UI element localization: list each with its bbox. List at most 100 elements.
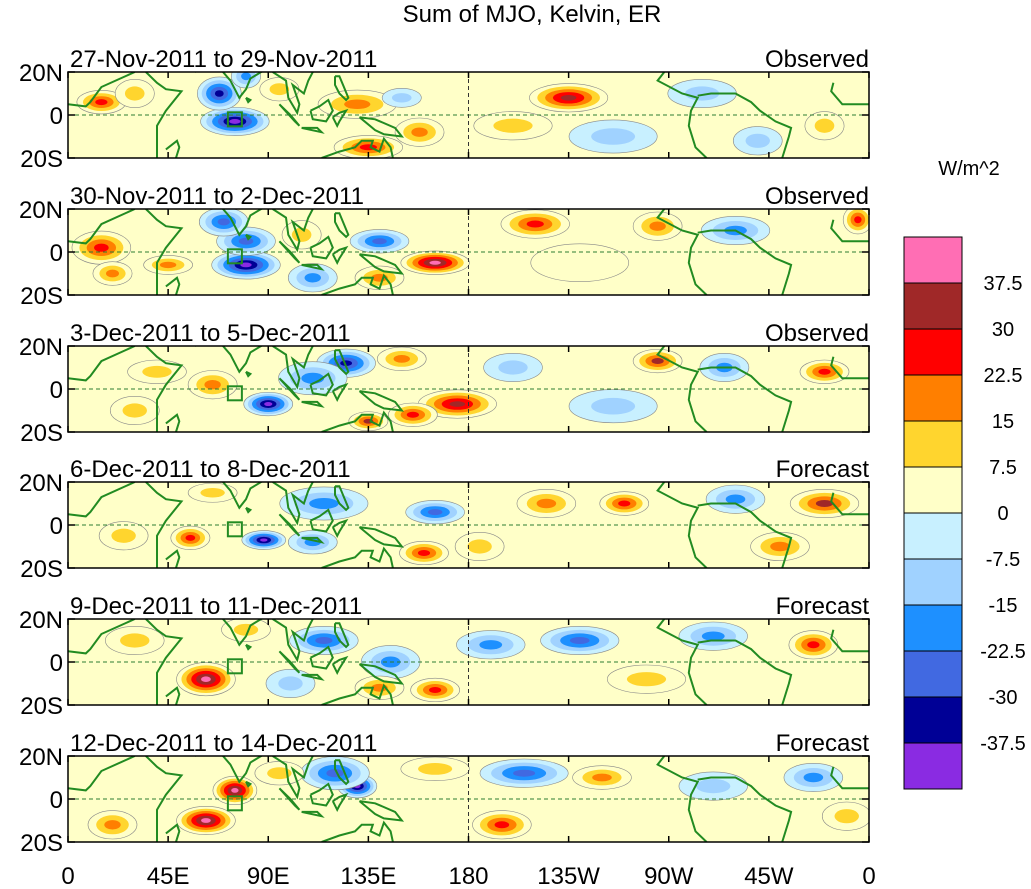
contour-outline [287,263,338,293]
coastline [321,273,394,295]
coastline [309,372,334,397]
coastline [68,72,136,108]
coastline [830,629,869,653]
contour-outline [678,771,748,801]
y-tick-label: 20S [20,283,63,310]
panel-kind-label: Forecast [776,456,870,483]
coastline [68,619,136,655]
coastline [145,346,184,432]
y-tick-label: 0 [50,513,63,540]
anomaly-contour [406,411,419,418]
x-axis: 0 45E 90E 135E 180 135W 90W 45W 0 [61,863,875,889]
coastline [656,619,708,705]
anomaly-contour [429,260,441,265]
anomaly-contour [770,541,790,552]
contour-outline [333,135,403,158]
anomaly-contour [122,403,147,418]
contour-outline [456,630,526,660]
contour-outline [381,88,422,108]
coastline [301,536,325,544]
x-tick-label: 180 [448,863,488,889]
contour-outline [265,668,316,698]
contour-outline [472,810,532,840]
coastline [321,410,394,432]
panel-period-label: 12-Dec-2011 to 14-Dec-2011 [70,730,377,757]
anomaly-contour [411,127,428,137]
y-tick-label: 0 [50,240,63,267]
chart-title: Sum of MJO, Kelvin, ER [403,1,662,28]
map-panel: 20N 0 20S 3-Dec-2011 to 5-Dec-2011 Observed [19,320,870,447]
coastline [830,766,869,790]
contour-outline [399,540,449,566]
coastline [331,655,349,676]
index-box [226,385,243,402]
coastline [309,645,334,670]
contour-outline [678,621,748,651]
coastline [830,219,869,243]
coastline [656,209,708,295]
contour-outline [388,402,438,427]
anomaly-contour [417,549,431,556]
anomaly-contour [309,498,339,509]
coastline [331,382,349,403]
coastline [301,673,325,681]
anomaly-contour [120,633,150,648]
coastline [358,390,405,412]
y-tick-label: 20N [19,197,63,224]
colorbar-units: W/m^2 [938,158,1000,180]
coastline [278,103,301,127]
contour-outline [606,664,686,694]
anomaly-contour [649,221,666,231]
coastline [245,370,253,378]
anomaly-contour [526,220,544,228]
coastline [272,756,314,800]
contour-outline [529,83,609,113]
panel-period-label: 9-Dec-2011 to 11-Dec-2011 [70,593,362,620]
coastline [165,413,181,432]
anomaly-contour [592,773,612,782]
coastline [697,92,793,158]
anomaly-contour [591,397,636,415]
anomaly-contour [701,631,725,641]
y-tick-label: 20N [19,334,63,361]
panel-kind-label: Forecast [776,593,870,620]
anomaly-contour [494,821,510,829]
anomaly-contour [201,818,211,823]
colorbar: W/m^2 37.5 30 22.5 15 7.5 0 -7.5 -15 -22.5 -30 -37… [903,158,1026,790]
anomaly-contour [124,86,145,101]
contour-outline [700,216,771,246]
y-tick-label: 20S [20,556,63,583]
anomaly-contour [513,769,536,777]
colorbar-swatch [903,558,963,606]
anomaly-contour [854,216,862,224]
colorbar-level-label: 22.5 [984,365,1023,387]
anomaly-contour [111,528,136,543]
coastline [358,253,405,275]
contour-outline [410,677,460,703]
y-tick-label: 20N [19,60,63,87]
contour-outline [632,211,683,241]
contour-outline [783,762,844,792]
contour-outline [197,76,242,111]
coastline [278,377,301,401]
panel-kind-label: Observed [765,46,869,73]
anomaly-contour [479,640,503,650]
contour-outline [279,486,369,521]
anomaly-contour [304,273,321,283]
anomaly-contour [229,119,241,124]
y-tick-label: 0 [50,787,63,814]
coastline [334,75,350,102]
contour-outline [281,220,322,250]
contour-outline [176,662,236,697]
coastline [272,619,314,663]
anomaly-contour [241,72,251,81]
coastline [321,136,394,158]
coastline [309,98,334,123]
anomaly-contour [278,676,303,691]
anomaly-contour [418,763,453,775]
coastline [358,526,405,548]
coastline [278,240,301,264]
y-tick-label: 20N [19,744,63,771]
coastline [278,513,301,537]
contour-outline [568,119,658,154]
